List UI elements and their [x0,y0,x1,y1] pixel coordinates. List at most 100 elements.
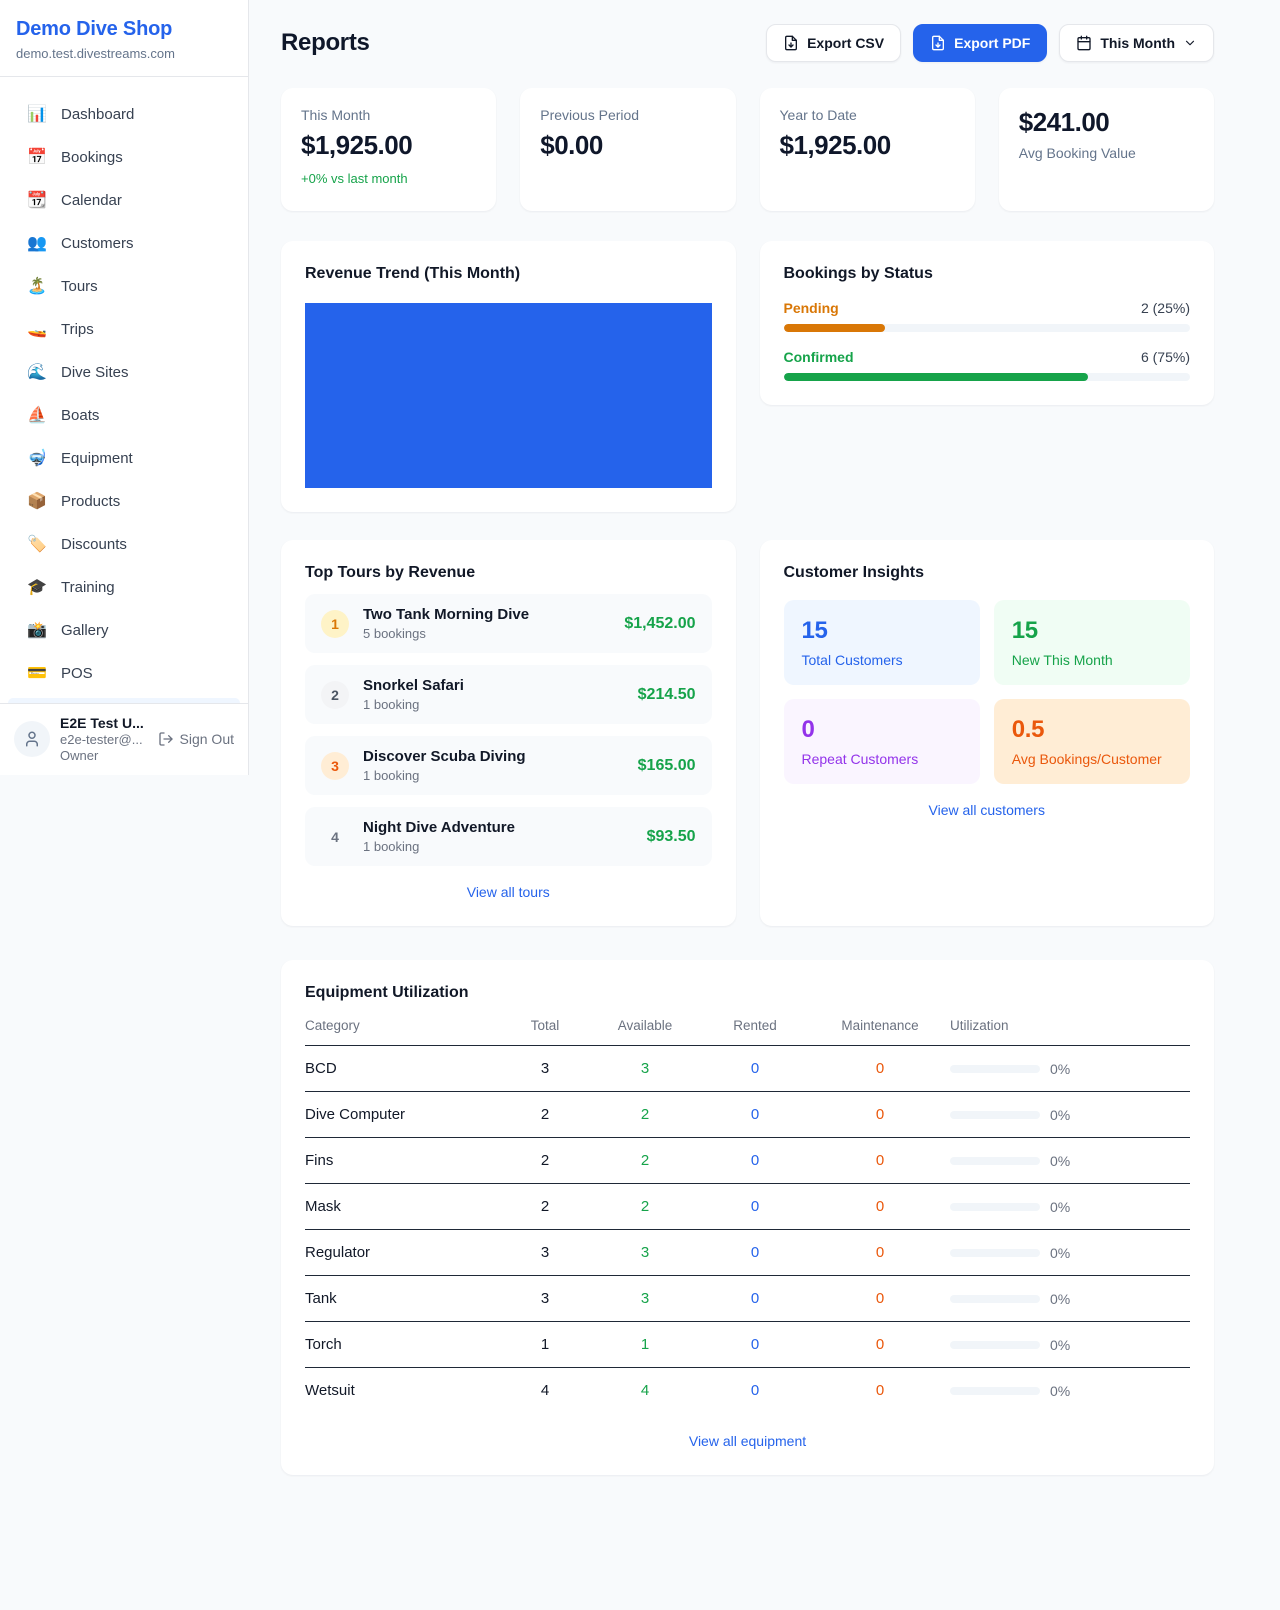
cell-available: 2 [640,1152,650,1169]
sidebar-item-boats[interactable]: ⛵ Boats [8,396,240,434]
cell-total: 4 [540,1382,550,1399]
bookings-calendar-icon: 📅 [27,149,47,166]
table-row: Tank 3 3 0 0 0% [305,1276,1190,1322]
insight-value: 15 [1011,617,1038,644]
cell-total: 3 [540,1290,550,1307]
equipment-title: Equipment Utilization [305,984,469,1001]
sidebar-item-label: Dashboard [61,105,135,123]
credit-card-icon: 💳 [27,665,47,682]
cell-available: 2 [640,1106,650,1123]
bookings-status-title: Bookings by Status [783,265,933,282]
utilization-bar-track [950,1156,1040,1165]
cell-maintenance: 0 [875,1244,885,1261]
user-email: e2e-tester@... [60,732,143,747]
sidebar-item-dashboard[interactable]: 📊 Dashboard [8,95,240,133]
cell-category: Dive Computer [305,1106,406,1123]
tag-icon: 🏷️ [27,536,47,553]
status-value: 6 (75%) [1140,349,1190,365]
calendar-icon [1077,35,1092,51]
sign-out-label: Sign Out [179,731,234,747]
sidebar-item-equipment[interactable]: 🤿 Equipment [8,439,240,477]
insights-row: Top Tours by Revenue 1 Two Tank Morning … [281,540,1214,926]
sidebar-item-customers[interactable]: 👥 Customers [8,224,240,262]
sidebar-item-label: POS [61,664,93,682]
sidebar-item-trips[interactable]: 🚤 Trips [8,310,240,348]
sidebar-item-gallery[interactable]: 📸 Gallery [8,611,240,649]
sidebar-item-pos[interactable]: 💳 POS [8,654,240,692]
export-pdf-button[interactable]: Export PDF [913,24,1048,62]
cell-total: 2 [540,1198,550,1215]
sidebar-item-label: Bookings [61,148,123,166]
col-utilization: Utilization [950,1018,1009,1033]
utilization-bar-track [950,1110,1040,1119]
sidebar-item-discounts[interactable]: 🏷️ Discounts [8,525,240,563]
rank-badge: 1 [321,609,349,638]
utilization-bar-track [950,1294,1040,1303]
sidebar-nav: 📊 Dashboard 📅 Bookings 📆 Calendar 👥 Cust… [0,77,248,692]
stat-card-previous-period: Previous Period $0.00 [520,88,736,211]
status-bar-track [783,324,1190,332]
sidebar-item-products[interactable]: 📦 Products [8,482,240,520]
insight-label: Avg Bookings/Customer [1011,751,1162,767]
insight-value: 15 [801,617,828,644]
cell-rented: 0 [750,1382,760,1399]
col-maintenance: Maintenance [841,1018,919,1033]
status-label: Confirmed [783,349,854,365]
col-category: Category [305,1018,360,1033]
wave-icon: 🌊 [27,364,47,381]
customer-insight-tiles: 15 Total Customers 15 New This Month 0 R… [783,600,1190,784]
sign-out-button[interactable]: Sign Out [158,731,234,747]
revenue-trend-chart [305,303,712,488]
stat-label: Year to Date [779,107,857,123]
stat-cards: This Month $1,925.00 +0% vs last month P… [281,88,1214,211]
sidebar-item-label: Training [61,578,115,596]
sidebar-item-tours[interactable]: 🏝️ Tours [8,267,240,305]
revenue-trend-card: Revenue Trend (This Month) [281,241,736,512]
view-all-tours-link[interactable]: View all tours [466,884,550,900]
cell-maintenance: 0 [875,1336,885,1353]
export-csv-button[interactable]: Export CSV [766,24,902,62]
sidebar-item-label: Equipment [61,449,133,467]
sidebar-item-dive-sites[interactable]: 🌊 Dive Sites [8,353,240,391]
tour-name: Snorkel Safari [363,677,464,694]
sidebar-item-label: Tours [61,277,98,295]
tour-bookings: 5 bookings [363,626,426,641]
stat-card-avg-booking-value: $241.00 Avg Booking Value [998,88,1214,211]
cell-maintenance: 0 [875,1106,885,1123]
bookings-status-card: Bookings by Status Pending 2 (25%) [759,241,1214,405]
camera-icon: 📸 [27,622,47,639]
status-bar-fill [783,324,886,332]
view-all-equipment-link[interactable]: View all equipment [688,1433,807,1449]
page-title: Reports [281,29,370,56]
table-row: BCD 3 3 0 0 0% [305,1046,1190,1092]
sidebar-item-calendar[interactable]: 📆 Calendar [8,181,240,219]
table-row: Regulator 3 3 0 0 0% [305,1230,1190,1276]
utilization-bar-track [950,1202,1040,1211]
cell-available: 1 [640,1336,650,1353]
period-dropdown[interactable]: This Month [1059,24,1214,62]
customers-icon: 👥 [27,235,47,252]
sidebar-item-label: Customers [61,234,134,252]
sidebar-item-active-partial[interactable] [8,698,240,703]
cell-rented: 0 [750,1106,760,1123]
cell-available: 3 [640,1060,650,1077]
sidebar-item-bookings[interactable]: 📅 Bookings [8,138,240,176]
insight-tile: 0.5 Avg Bookings/Customer [993,699,1190,784]
utilization-percent: 0% [1050,1198,1071,1215]
status-label: Pending [783,300,839,316]
sidebar-item-label: Discounts [61,535,127,553]
tour-amount: $1,452.00 [624,614,696,632]
view-all-customers-link[interactable]: View all customers [928,802,1045,818]
equipment-utilization-card: Equipment Utilization Category Total Ava… [281,960,1214,1475]
main-content: Reports Export CSV Export PDF This Month [249,0,1280,1508]
table-row: Mask 2 2 0 0 0% [305,1184,1190,1230]
cell-available: 3 [640,1244,650,1261]
utilization-percent: 0% [1050,1244,1071,1261]
sidebar-item-training[interactable]: 🎓 Training [8,568,240,606]
tour-bookings: 1 booking [363,768,420,783]
customer-insights-title: Customer Insights [783,564,924,581]
bookings-status-list: Pending 2 (25%) Confirmed 6 (75%) [783,300,1190,381]
user-meta: E2E Test U... e2e-tester@... Owner [60,715,144,763]
user-role: Owner [60,748,99,763]
